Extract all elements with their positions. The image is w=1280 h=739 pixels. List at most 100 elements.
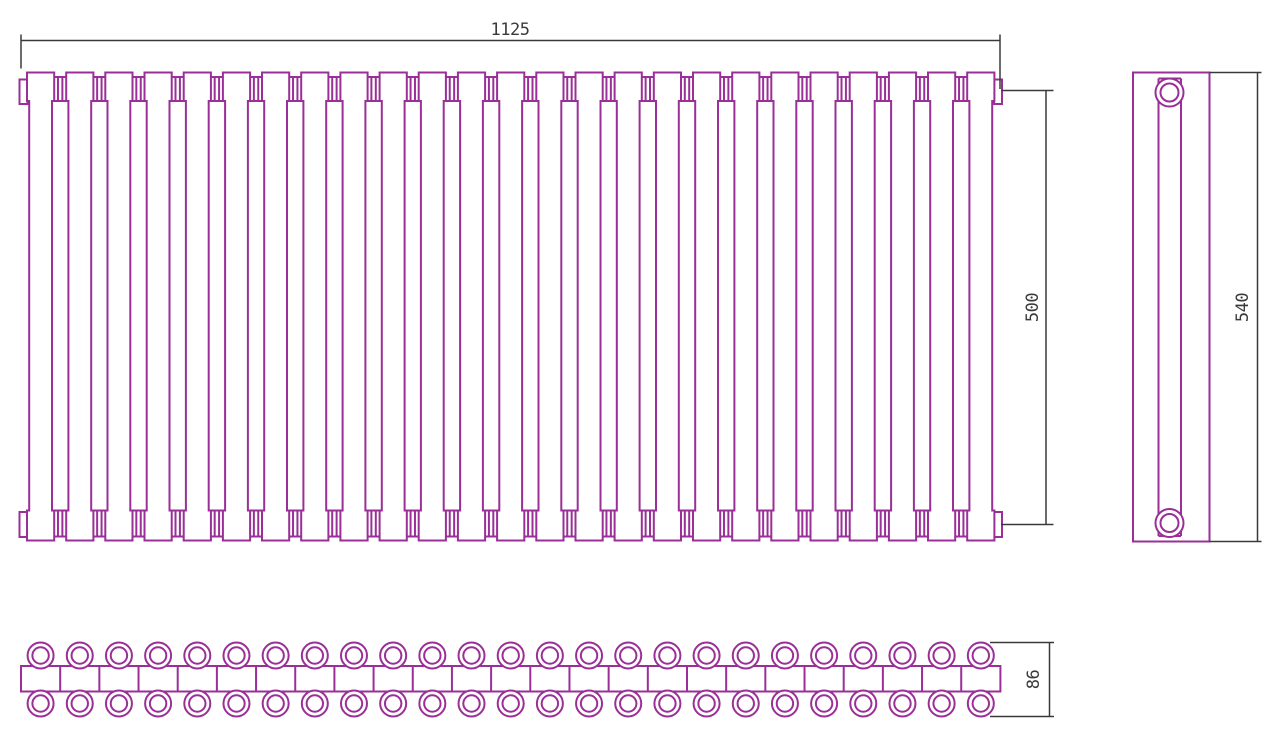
tube-cross-section-inner: [501, 646, 520, 665]
tube-cross-section-inner: [658, 694, 677, 713]
tube-cross-section-inner: [893, 694, 912, 713]
tube-cross-section-inner: [540, 646, 560, 665]
tube-section: [496, 71, 526, 542]
tube-section: [731, 71, 761, 542]
tube-section: [339, 71, 369, 542]
tube-cross-section-inner: [148, 646, 168, 665]
tube-cross-section-inner: [109, 646, 129, 665]
nipple-joint: [367, 76, 380, 538]
nipple-joint: [249, 76, 263, 538]
nipple-joint: [915, 76, 929, 538]
nipple-joint: [484, 76, 498, 538]
tube-cross-section-inner: [932, 646, 951, 665]
tube-cross-section-inner: [344, 646, 364, 665]
tube-section: [300, 71, 330, 542]
tube-cross-section-inner: [893, 646, 912, 665]
nipple-joint: [445, 76, 459, 538]
dimension-depth-label: 86: [1024, 670, 1044, 690]
tube-cross-section-inner: [814, 646, 834, 665]
nipple-joint: [288, 76, 302, 538]
tube-section: [378, 71, 408, 542]
tube-section: [887, 71, 918, 542]
tube-cross-section-inner: [932, 694, 951, 713]
tube-section: [574, 71, 604, 542]
nipple-joint: [641, 76, 655, 538]
dimension-side-height-label: 540: [1233, 293, 1253, 322]
nipple-joint: [602, 76, 615, 538]
tube-cross-section-inner: [31, 646, 50, 665]
dimension-width-label: 1125: [491, 20, 530, 40]
tube-section: [848, 71, 878, 542]
tube-section: [613, 71, 643, 542]
dimension-depth: 86: [990, 641, 1054, 718]
top-view: [20, 641, 1002, 718]
tube-cross-section-inner: [658, 646, 677, 665]
tube-cross-section-inner: [854, 694, 873, 713]
tube-cross-section-inner: [579, 694, 599, 713]
tube-cross-section-inner: [775, 646, 795, 665]
side-profile-outline: [1132, 71, 1211, 543]
tube-cross-section-inner: [619, 646, 638, 665]
tube-cross-section-inner: [462, 694, 481, 713]
tube-cross-section-inner: [423, 694, 442, 713]
nipple-joint: [680, 76, 694, 538]
nipple-joint: [759, 76, 772, 538]
tube-cross-section-inner: [697, 694, 716, 713]
collector-band: [20, 665, 1002, 693]
tube-cross-section-inner: [579, 646, 599, 665]
tube-cross-section-inner: [305, 646, 325, 665]
dimension-width: 1125: [20, 20, 1001, 89]
tube-section: [65, 71, 95, 542]
nipple-joint: [798, 76, 811, 538]
tube-cross-section-inner: [227, 694, 246, 713]
nipple-joint: [523, 76, 537, 538]
tube-section: [927, 71, 957, 542]
tube-cross-section-inner: [31, 694, 50, 713]
nipple-joint: [132, 76, 145, 538]
tube-cross-section-inner: [423, 646, 442, 665]
nipple-joint: [954, 76, 968, 538]
tube-section: [417, 71, 447, 542]
nipple-joint: [876, 76, 890, 538]
nipple-joint: [406, 76, 420, 538]
tube-cross-section-inner: [383, 694, 403, 713]
tube-cross-section-inner: [70, 694, 89, 713]
tube-section: [535, 71, 565, 542]
tube-section: [770, 71, 800, 542]
tube-cross-section-inner: [109, 694, 129, 713]
tube-section: [809, 71, 839, 542]
nipple-joint: [210, 76, 224, 538]
tube-cross-section-inner: [305, 694, 325, 713]
dimension-annotations: 1125 500 540 86: [20, 20, 1262, 718]
tube-cross-section-inner: [188, 646, 207, 665]
tube-cross-section-inner: [383, 646, 403, 665]
tube-cross-section-inner: [266, 694, 285, 713]
coupling-circle-inner: [1159, 82, 1180, 103]
nipple-joint: [719, 76, 733, 538]
tube-section: [966, 71, 996, 542]
tube-section: [221, 71, 252, 542]
tube-cross-section-inner: [227, 646, 246, 665]
nipple-joint: [837, 76, 850, 538]
tube-section: [26, 71, 56, 542]
tube-cross-section-inner: [462, 646, 481, 665]
tube-section: [692, 71, 722, 542]
tube-section: [182, 71, 212, 542]
nipple-joint: [328, 76, 341, 538]
tube-cross-section-inner: [971, 694, 991, 713]
nipple-joint: [563, 76, 576, 538]
front-view: [18, 71, 1003, 542]
tube-section: [104, 71, 134, 542]
tube-cross-section-inner: [540, 694, 560, 713]
nipple-joint: [171, 76, 185, 538]
dimension-side-height: 540: [1209, 71, 1262, 543]
tube-cross-section-inner: [70, 646, 89, 665]
tube-cross-section-inner: [736, 694, 755, 713]
tube-cross-section-inner: [775, 694, 795, 713]
side-view: [1132, 71, 1211, 543]
tube-section: [143, 71, 173, 542]
tube-cross-section-inner: [697, 646, 716, 665]
tube-cross-section-inner: [619, 694, 638, 713]
